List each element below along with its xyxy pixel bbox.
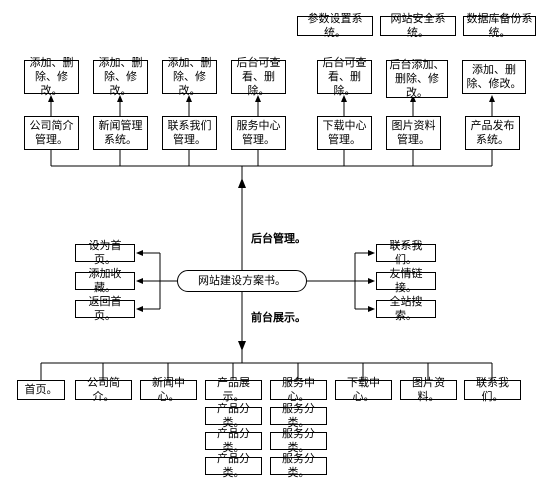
- node-b8: 联系我们。: [464, 380, 521, 400]
- node-r1c: 添加、删除、修改。: [162, 60, 217, 94]
- node-rr2: 友情链接。: [376, 272, 436, 290]
- node-r2d: 服务中心管理。: [231, 116, 286, 150]
- node-l2: 添加收藏。: [75, 272, 135, 290]
- node-r1b: 添加、删除、修改。: [93, 60, 148, 94]
- node-r2c: 联系我们管理。: [162, 116, 217, 150]
- node-center: 网站建设方案书。: [177, 270, 307, 292]
- node-r1g: 添加、删除、修改。: [462, 60, 526, 94]
- node-r1a: 添加、删除、修改。: [24, 60, 79, 94]
- node-b4: 产品展示。: [205, 380, 262, 400]
- label-frontend: 前台展示。: [249, 309, 308, 325]
- node-r2g: 产品发布系统。: [465, 116, 520, 150]
- node-l3: 返回首页。: [75, 300, 135, 318]
- node-b6: 下载中心。: [335, 380, 392, 400]
- node-r1f: 后台添加、删除、修改。: [386, 60, 448, 98]
- node-b7: 图片资料。: [400, 380, 457, 400]
- node-t1: 网站安全系统。: [380, 16, 456, 36]
- node-b1: 首页。: [17, 380, 65, 400]
- node-rr1: 联系我们。: [376, 244, 436, 262]
- node-p3: 产品分类。: [205, 457, 262, 475]
- node-s3: 服务分类。: [270, 457, 327, 475]
- node-r2b: 新闻管理系统。: [93, 116, 148, 150]
- label-backend: 后台管理。: [249, 230, 308, 246]
- node-r2f: 图片资料管理。: [386, 116, 441, 150]
- node-rr3: 全站搜索。: [376, 300, 436, 318]
- node-r1e: 后台可查看、删除。: [317, 60, 372, 94]
- node-p2: 产品分类。: [205, 432, 262, 450]
- node-r1d: 后台可查看、删除。: [231, 60, 286, 94]
- node-b3: 新闻中心。: [140, 380, 197, 400]
- node-r2a: 公司简介管理。: [24, 116, 79, 150]
- node-s2: 服务分类。: [270, 432, 327, 450]
- node-r2e: 下载中心管理。: [317, 116, 372, 150]
- node-s1: 服务分类。: [270, 407, 327, 425]
- node-l1: 设为首页。: [75, 244, 135, 262]
- node-b5: 服务中心。: [270, 380, 327, 400]
- node-p1: 产品分类。: [205, 407, 262, 425]
- node-b2: 公司简介。: [75, 380, 132, 400]
- node-t2: 数据库备份系统。: [463, 16, 536, 36]
- node-t0: 参数设置系统。: [297, 16, 373, 36]
